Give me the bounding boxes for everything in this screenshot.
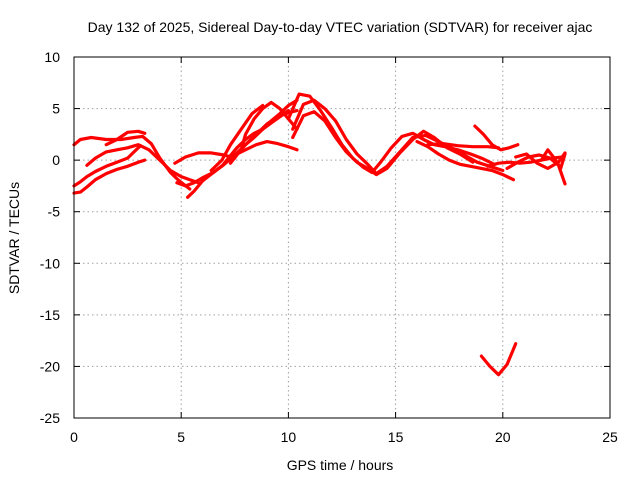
series-line-sat-p <box>415 140 516 182</box>
series-line-sat-v <box>539 148 567 170</box>
series-line-sat-l <box>239 100 299 152</box>
series-line-sat-b <box>72 158 147 195</box>
axis-ticks <box>73 56 611 419</box>
y-tick-label: -15 <box>40 307 60 323</box>
x-tick-label: 15 <box>388 429 404 445</box>
y-tick-label: -5 <box>48 204 61 220</box>
x-tick-labels: 0 5 10 15 20 25 <box>70 429 618 445</box>
series-line-sat-a <box>72 134 192 191</box>
data-series <box>72 92 567 377</box>
y-axis-label: SDTVAR / TECUs <box>6 182 22 294</box>
series-line-sat-k <box>228 98 299 165</box>
series-line-sat-d <box>85 143 200 185</box>
series-line-sat-c <box>72 144 143 188</box>
x-tick-label: 20 <box>495 429 511 445</box>
y-tick-label: 0 <box>52 152 60 168</box>
grid-lines <box>74 57 610 418</box>
series-line-sat-u <box>514 151 567 170</box>
series-line-sat-w <box>479 342 518 377</box>
y-tick-label: 5 <box>52 101 60 117</box>
x-tick-label: 0 <box>70 429 78 445</box>
y-tick-label: 10 <box>44 49 60 65</box>
series-line-sat-i <box>209 103 265 173</box>
x-tick-label: 25 <box>602 429 618 445</box>
y-tick-label: -25 <box>40 410 60 426</box>
series-line-sat-j <box>220 109 290 168</box>
plot-frame <box>73 56 611 419</box>
y-tick-label: -10 <box>40 255 60 271</box>
y-tick-label: -20 <box>40 358 60 374</box>
x-axis-label: GPS time / hours <box>287 457 394 473</box>
series-line-sat-e <box>104 129 147 147</box>
y-tick-labels: -25 -20 -15 -10 -5 0 5 10 <box>40 49 60 426</box>
series-line-sat-o <box>291 98 505 176</box>
x-tick-label: 5 <box>177 429 185 445</box>
x-tick-label: 10 <box>281 429 297 445</box>
chart-title: Day 132 of 2025, Sidereal Day-to-day VTE… <box>88 19 593 35</box>
series-line-sat-r <box>426 142 501 150</box>
